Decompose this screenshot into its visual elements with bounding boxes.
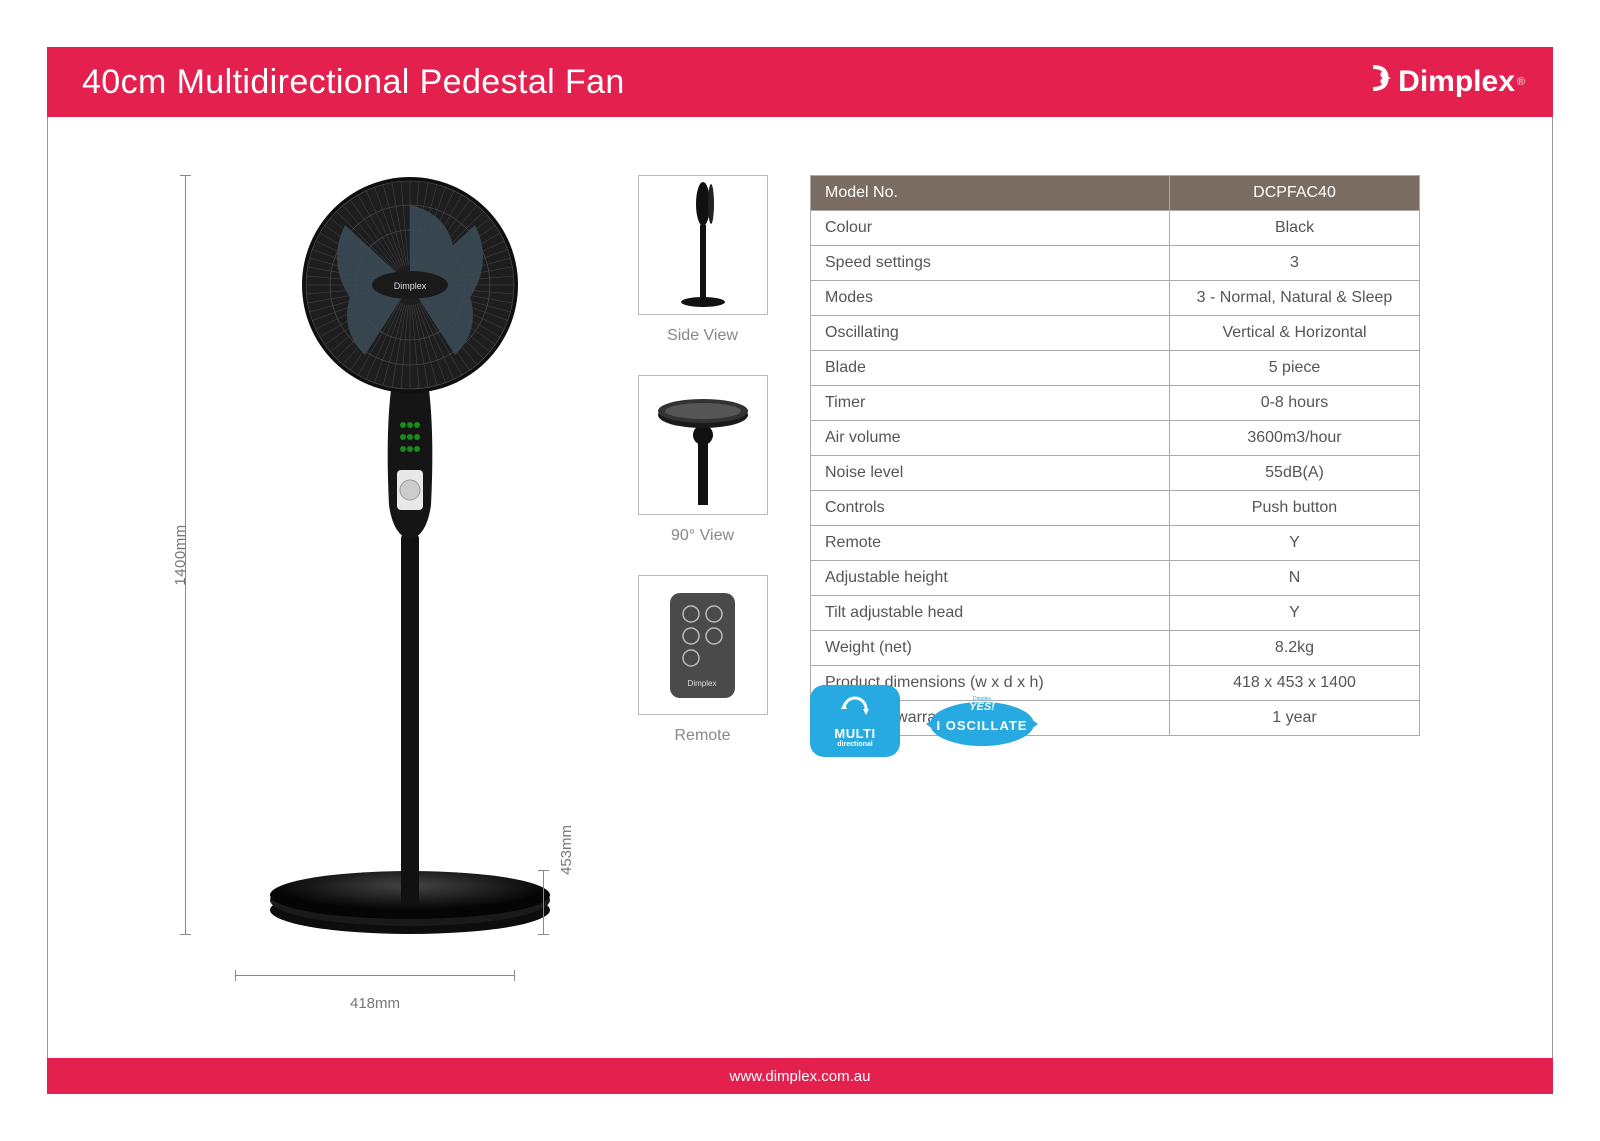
spec-label: Remote (811, 526, 1170, 561)
svg-text:Dimplex: Dimplex (973, 696, 992, 702)
spec-label: Modes (811, 281, 1170, 316)
spec-value: Y (1170, 596, 1420, 631)
spec-header-row: Model No. DCPFAC40 (811, 176, 1420, 211)
spec-row: Timer0-8 hours (811, 386, 1420, 421)
spec-value: 3 - Normal, Natural & Sleep (1170, 281, 1420, 316)
spec-row: OscillatingVertical & Horizontal (811, 316, 1420, 351)
spec-row: ColourBlack (811, 211, 1420, 246)
spec-value: Black (1170, 211, 1420, 246)
spec-row: Noise level55dB(A) (811, 456, 1420, 491)
width-dimension-bracket (235, 975, 515, 976)
spec-label: Speed settings (811, 246, 1170, 281)
spec-label: Colour (811, 211, 1170, 246)
spec-value: 3600m3/hour (1170, 421, 1420, 456)
spec-row: Tilt adjustable headY (811, 596, 1420, 631)
main-product-figure: 1400mm (175, 175, 615, 935)
badge-oscillate-main: I OSCILLATE (937, 718, 1028, 733)
brand-logo: Dimplex® (1368, 65, 1525, 99)
page-title: 40cm Multidirectional Pedestal Fan (82, 63, 625, 102)
spec-value: 1 year (1170, 701, 1420, 736)
thumb-label-side: Side View (615, 327, 790, 345)
thumbnail-column: Side View 90° View Dimplex Remote (615, 175, 790, 775)
spec-row: Weight (net)8.2kg (811, 631, 1420, 666)
spec-row: Blade5 piece (811, 351, 1420, 386)
spec-label: Tilt adjustable head (811, 596, 1170, 631)
header-bar: 40cm Multidirectional Pedestal Fan Dimpl… (47, 47, 1553, 117)
spec-row: Speed settings3 (811, 246, 1420, 281)
depth-dimension-bracket (543, 870, 544, 935)
thumb-label-90: 90° View (615, 527, 790, 545)
spec-label: Blade (811, 351, 1170, 386)
spec-header-value: DCPFAC40 (1170, 176, 1420, 211)
badge-oscillate: YES! I OSCILLATE Dimplex (922, 690, 1042, 752)
thumb-side-view (638, 175, 768, 315)
spec-value: 418 x 453 x 1400 (1170, 666, 1420, 701)
spec-value: Vertical & Horizontal (1170, 316, 1420, 351)
footer-bar: www.dimplex.com.au (47, 1058, 1553, 1094)
spec-label: Timer (811, 386, 1170, 421)
spec-label: Noise level (811, 456, 1170, 491)
spec-table: Model No. DCPFAC40 ColourBlackSpeed sett… (810, 175, 1420, 736)
spec-value: 55dB(A) (1170, 456, 1420, 491)
fan-illustration: Dimplex (235, 175, 575, 935)
svg-text:Dimplex: Dimplex (688, 679, 717, 688)
registered-mark: ® (1517, 76, 1525, 88)
thumb-90-view (638, 375, 768, 515)
feature-badges: MULTI directional YES! I OSCILLATE Dimpl… (810, 685, 1042, 757)
brand-mark-icon (1367, 65, 1398, 99)
thumb-label-remote: Remote (615, 727, 790, 745)
spec-row: Modes3 - Normal, Natural & Sleep (811, 281, 1420, 316)
spec-label: Air volume (811, 421, 1170, 456)
spec-row: Air volume3600m3/hour (811, 421, 1420, 456)
spec-value: Y (1170, 526, 1420, 561)
spec-value: N (1170, 561, 1420, 596)
spec-label: Adjustable height (811, 561, 1170, 596)
width-dimension-label: 418mm (235, 995, 515, 1012)
badge-multidirectional: MULTI directional (810, 685, 900, 757)
spec-value: Push button (1170, 491, 1420, 526)
spec-row: Adjustable heightN (811, 561, 1420, 596)
spec-value: 8.2kg (1170, 631, 1420, 666)
svg-text:Dimplex: Dimplex (394, 281, 427, 291)
content-area: 1400mm (140, 175, 1480, 1011)
spec-value: 3 (1170, 246, 1420, 281)
spec-label: Oscillating (811, 316, 1170, 351)
badge-multi-line2: directional (837, 741, 872, 748)
spec-row: ControlsPush button (811, 491, 1420, 526)
spec-label: Controls (811, 491, 1170, 526)
spec-value: 0-8 hours (1170, 386, 1420, 421)
thumb-remote: Dimplex (638, 575, 768, 715)
spec-header-label: Model No. (811, 176, 1170, 211)
depth-dimension-label: 453mm (558, 825, 575, 875)
footer-url: www.dimplex.com.au (730, 1068, 871, 1085)
badge-multi-line1: MULTI (834, 726, 875, 741)
spec-row: RemoteY (811, 526, 1420, 561)
brand-name: Dimplex (1398, 65, 1515, 99)
spec-label: Weight (net) (811, 631, 1170, 666)
badge-oscillate-top: YES! (969, 701, 995, 713)
height-dimension-label: 1400mm (172, 524, 189, 585)
spec-value: 5 piece (1170, 351, 1420, 386)
